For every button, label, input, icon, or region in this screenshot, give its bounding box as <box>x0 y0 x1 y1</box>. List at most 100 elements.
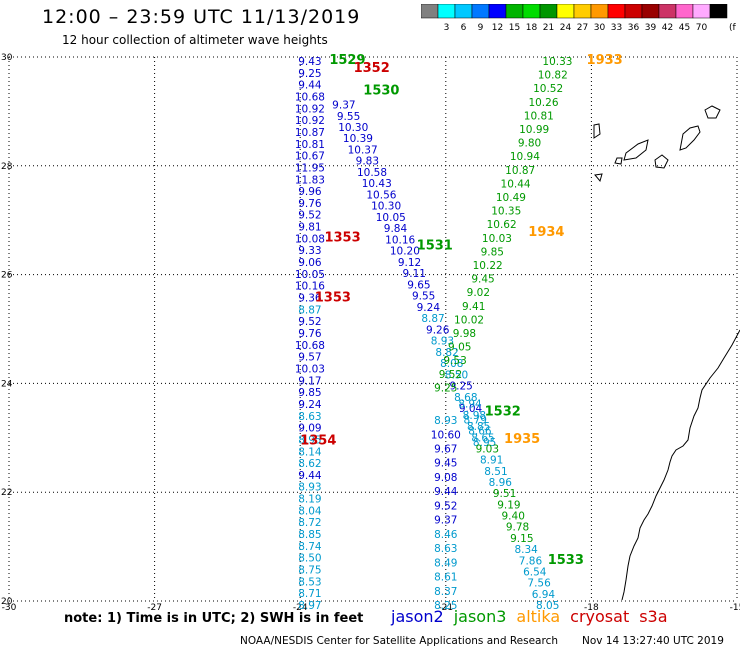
wave-height-value: 8.93 <box>434 415 457 427</box>
wave-height-value: 8.50 <box>445 369 468 381</box>
wave-height-value: 8.66 <box>468 426 492 438</box>
wave-height-value: 9.44 <box>434 486 458 498</box>
colorbar-tick-label: 42 <box>662 23 673 33</box>
wave-height-value: 8.79 <box>464 414 487 426</box>
wave-height-value: 8.95 <box>473 437 496 449</box>
wave-height-value: 8.85 <box>298 529 321 541</box>
pass-number-label: 1934 <box>528 225 564 240</box>
canary-island-gran-canaria <box>654 154 669 169</box>
wave-height-value: 9.08 <box>434 472 457 484</box>
colorbar-tick-label: 12 <box>492 23 503 33</box>
pass-number-label: 1933 <box>587 53 623 68</box>
wave-height-value: 9.52 <box>434 500 457 512</box>
coastline-layer <box>593 105 740 601</box>
colorbar-tick-label: 24 <box>560 23 572 33</box>
wave-height-value: 9.80 <box>518 138 541 150</box>
pass-number-label: 1531 <box>417 239 453 254</box>
wave-height-value: 8.61 <box>434 572 457 584</box>
credit-line: NOAA/NESDIS Center for Satellite Applica… <box>240 635 558 647</box>
wave-height-value: 10.56 <box>366 189 396 201</box>
wave-height-value: 10.58 <box>357 167 387 179</box>
lat-tick-label: 22 <box>1 488 12 498</box>
wave-height-value: 10.35 <box>491 206 521 218</box>
wave-height-value: 8.75 <box>298 565 321 577</box>
wave-height-value: 10.16 <box>295 281 325 293</box>
wave-height-value: 9.96 <box>298 186 322 198</box>
lat-tick-label: 30 <box>1 53 13 63</box>
wave-height-value: 8.50 <box>298 553 321 565</box>
colorbar-tick-label: 6 <box>461 23 467 33</box>
lat-tick-label: 26 <box>1 271 13 281</box>
wave-height-value: 8.93 <box>431 336 454 348</box>
wave-height-value: 9.40 <box>502 511 525 523</box>
colorbar-tick-label: 18 <box>526 23 538 33</box>
wave-height-value: 10.26 <box>528 97 558 109</box>
wave-height-value: 9.65 <box>407 279 430 291</box>
pass-number-label: 1353 <box>324 231 360 246</box>
colorbar-tick-label: 36 <box>628 23 640 33</box>
wave-height-value: 8.71 <box>298 588 321 600</box>
wave-height-value: 9.83 <box>356 156 379 168</box>
wave-height-value: 9.36 <box>298 293 322 305</box>
wave-height-value: 10.81 <box>295 139 325 151</box>
wave-height-value: 9.02 <box>467 287 490 299</box>
wave-height-value: 9.84 <box>384 223 408 235</box>
legend-jason2: jason2 <box>391 607 444 626</box>
wave-height-value: 9.05 <box>448 342 471 354</box>
lat-tick-label: 20 <box>1 597 13 607</box>
wave-height-value: 8.95 <box>298 434 321 446</box>
wave-height-value: 9.03 <box>476 443 499 455</box>
wave-height-value: 9.37 <box>332 100 355 112</box>
wave-height-value: 8.82 <box>435 347 458 359</box>
wave-height-value: 11.83 <box>295 174 325 186</box>
pass-number-label: 1352 <box>354 61 390 76</box>
wave-height-value: 9.45 <box>434 458 457 470</box>
colorbar-tick-label: 3 <box>444 23 450 33</box>
wave-height-value: 10.03 <box>295 363 325 375</box>
wave-height-value: 10.16 <box>385 234 415 246</box>
wave-height-value: 10.02 <box>454 314 484 326</box>
lon-tick-label: -24 <box>293 603 308 613</box>
wave-height-value: 10.05 <box>295 269 325 281</box>
altimeter-tracks: 9.439.259.4410.6810.9210.9210.8710.8110.… <box>295 56 573 612</box>
wave-height-value: 8.93 <box>298 482 321 494</box>
lon-tick-label: -21 <box>438 603 453 613</box>
wave-height-value: 10.87 <box>295 127 325 139</box>
wave-height-value: 8.63 <box>434 543 457 555</box>
colorbar-tick-label: 70 <box>696 23 708 33</box>
wave-height-value: 8.08 <box>440 358 463 370</box>
wave-height-value: 8.25 <box>434 600 457 612</box>
pass-number-label: 1532 <box>485 405 521 420</box>
wave-height-value: 10.44 <box>501 178 531 190</box>
wave-height-value: 7.56 <box>527 578 551 590</box>
wave-height-value: 8.68 <box>454 392 477 404</box>
wave-height-value: 9.17 <box>298 375 321 387</box>
wave-height-value: 10.99 <box>519 124 549 136</box>
satellite-legend: jason2 jason3 altika cryosat s3a <box>391 607 678 626</box>
pass-number-label: 1530 <box>363 84 399 99</box>
wave-height-value: 9.78 <box>506 522 529 534</box>
wave-height-value: 9.57 <box>298 352 321 364</box>
wave-height-value: 8.46 <box>434 529 458 541</box>
wave-height-value: 9.25 <box>434 382 457 394</box>
wave-height-value: 8.04 <box>298 505 322 517</box>
page-title: 12:00 – 23:59 UTC 11/13/2019 <box>42 6 361 28</box>
pass-number-label: 1529 <box>329 53 365 68</box>
page-subtitle: 12 hour collection of altimeter wave hei… <box>62 33 328 47</box>
wave-height-value: 9.51 <box>493 488 516 500</box>
wave-height-value: 8.63 <box>298 411 321 423</box>
colorbar-tick-label: 21 <box>543 23 554 33</box>
wave-height-value: 10.68 <box>295 340 325 352</box>
lat-tick-label: 24 <box>1 379 13 389</box>
wave-height-value: 9.12 <box>398 257 421 269</box>
wave-height-value: 9.24 <box>417 302 441 314</box>
wave-height-value: 8.65 <box>471 432 494 444</box>
wave-height-value: 10.87 <box>505 165 535 177</box>
colorbar-tick-label: 15 <box>509 23 520 33</box>
wave-height-value: 9.76 <box>298 198 322 210</box>
wave-height-value: 9.09 <box>298 423 321 435</box>
wave-height-value: 7.86 <box>519 555 543 567</box>
wave-height-value: 9.52 <box>439 369 462 381</box>
canary-island-fuerteventura <box>679 125 701 151</box>
